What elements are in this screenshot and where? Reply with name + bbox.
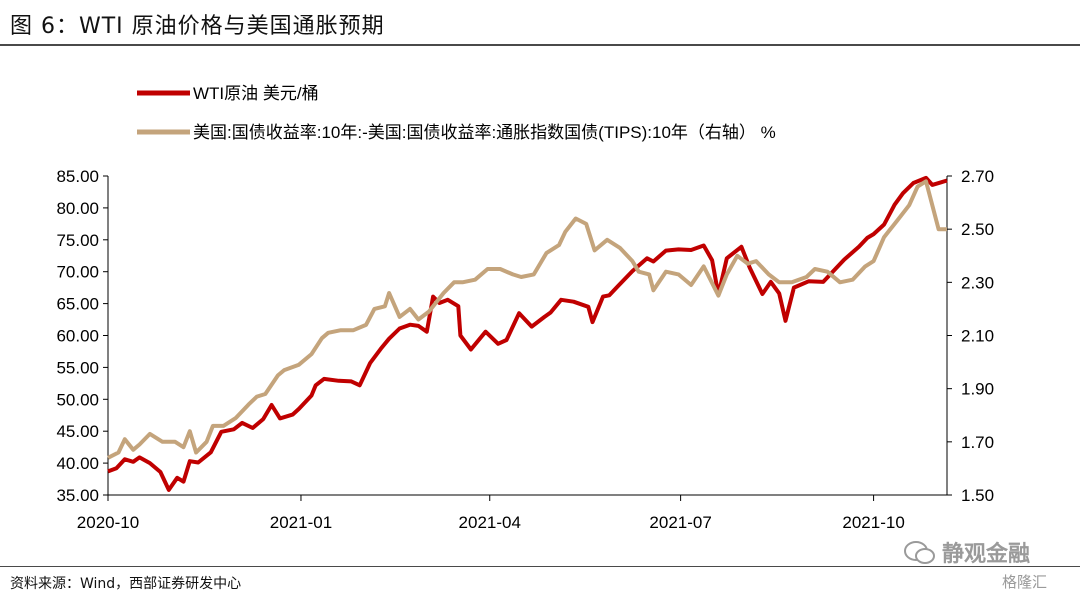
series-line-2 [107,179,947,460]
watermark-sub: 格隆汇 [1002,573,1048,591]
left-tick-label: 55.00 [56,358,99,377]
right-tick-label: 2.10 [961,327,994,346]
source-divider [0,566,1080,567]
left-tick-label: 40.00 [56,454,99,473]
legend-label-2: 美国:国债收益率:10年:-美国:国债收益率:通胀指数国债(TIPS):10年（… [193,123,776,142]
right-tick-label: 2.30 [961,273,994,292]
x-tick-label: 2021-10 [842,513,904,532]
legend-label-1: WTI原油 美元/桶 [193,84,319,103]
x-tick-label: 2021-04 [459,513,521,532]
right-tick-label: 1.70 [961,433,994,452]
right-tick-label: 2.50 [961,220,994,239]
wechat-icon [904,541,935,564]
title-divider [0,44,1080,46]
x-tick-label: 2021-01 [270,513,332,532]
left-tick-label: 65.00 [56,295,99,314]
right-tick-label: 1.50 [961,486,994,505]
x-tick-label: 2021-07 [649,513,711,532]
right-tick-label: 2.70 [961,167,994,186]
chart-title: 图 6：WTI 原油价格与美国通胀预期 [10,14,385,39]
left-tick-label: 85.00 [56,167,99,186]
left-tick-label: 60.00 [56,327,99,346]
left-tick-label: 35.00 [56,486,99,505]
watermark-text: 静观金融 [942,542,1031,567]
source-note: 资料来源：Wind，西部证券研发中心 [10,576,242,592]
left-tick-label: 45.00 [56,422,99,441]
series-line-1 [107,175,948,492]
left-tick-label: 70.00 [56,263,99,282]
left-tick-label: 80.00 [56,199,99,218]
left-tick-label: 50.00 [56,390,99,409]
x-tick-label: 2020-10 [77,513,139,532]
right-tick-label: 1.90 [961,380,994,399]
left-tick-label: 75.00 [56,231,99,250]
dual-axis-line-chart: 85.00 80.00 75.00 70.00 65.00 60.00 55.00 50.00… [56,84,994,532]
